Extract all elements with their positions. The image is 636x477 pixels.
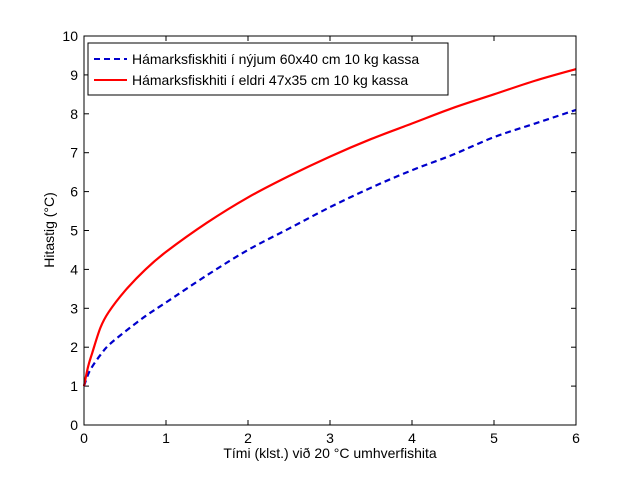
y-axis-label: Hitastig (°C) <box>41 192 57 268</box>
legend-label-old-box: Hámarksfiskhiti í eldri 47x35 cm 10 kg k… <box>132 72 408 88</box>
series-line-old-box <box>82 68 577 387</box>
x-tick-label: 3 <box>326 430 334 446</box>
x-tick-label: 0 <box>80 430 88 446</box>
legend: Hámarksfiskhiti í nýjum 60x40 cm 10 kg k… <box>87 42 449 96</box>
x-tick-label: 2 <box>244 430 252 446</box>
x-tick-label: 1 <box>162 430 170 446</box>
y-tick-label: 5 <box>70 223 78 239</box>
y-tick-label: 10 <box>62 28 78 44</box>
x-tick-label: 6 <box>572 430 580 446</box>
y-tick-label: 2 <box>70 339 78 355</box>
y-tick-label: 9 <box>70 67 78 83</box>
y-tick-label: 6 <box>70 184 78 200</box>
y-tick-label: 1 <box>70 378 78 394</box>
y-tick-label: 4 <box>70 261 78 277</box>
x-tick-label: 4 <box>408 430 416 446</box>
y-tick-label: 8 <box>70 106 78 122</box>
x-tick-label: 5 <box>490 430 498 446</box>
x-tick-labels: 0 1 2 3 4 5 6 <box>80 430 580 446</box>
y-tick-label: 7 <box>70 145 78 161</box>
y-tick-labels: 0 1 2 3 4 5 6 7 8 9 10 <box>62 28 78 433</box>
x-axis-label: Tími (klst.) við 20 °C umhverfishita <box>223 445 437 461</box>
series-layer <box>82 68 577 387</box>
legend-label-new-box: Hámarksfiskhiti í nýjum 60x40 cm 10 kg k… <box>132 51 419 67</box>
plot-area <box>84 36 576 425</box>
legend-box <box>87 42 449 96</box>
y-tick-label: 0 <box>70 417 78 433</box>
y-tick-label: 3 <box>70 300 78 316</box>
plot-frame <box>83 35 577 426</box>
series-line-new-box <box>82 108 577 387</box>
